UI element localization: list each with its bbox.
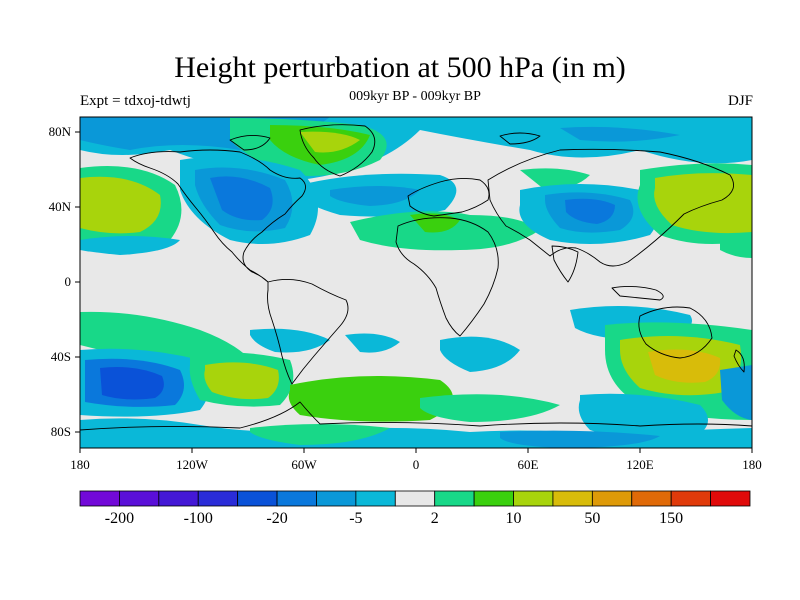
x-tick-label: 0: [413, 457, 420, 472]
y-axis-labels: 80N 40N 0 40S 80S: [49, 124, 72, 439]
contour-fill: [500, 430, 660, 448]
contour-fill: [300, 131, 360, 153]
contour-fill: [648, 349, 721, 383]
contour-fills: [80, 117, 752, 448]
colorbar-label: 150: [659, 510, 683, 527]
contour-fill: [560, 126, 680, 142]
contour-fill: [100, 367, 164, 400]
x-tick-label: 60W: [291, 457, 317, 472]
colorbar-labels: -200 -100 -20 -5 2 10 50 150: [105, 510, 683, 527]
coastlines: [80, 124, 752, 431]
colorbar-label: -200: [105, 510, 134, 527]
colorbar-swatch: [79, 490, 120, 507]
y-tick-label: 40N: [49, 199, 72, 214]
x-tick-label: 60E: [518, 457, 539, 472]
contour-fill: [578, 393, 708, 442]
colorbar-swatch: [710, 490, 751, 507]
y-tick-label: 0: [65, 274, 72, 289]
contour-fill: [250, 328, 330, 353]
coastline-arctic-islands: [499, 132, 541, 145]
x-tick-label: 180: [742, 457, 762, 472]
colorbar-swatch: [316, 490, 357, 507]
map-panel: [80, 117, 752, 448]
colorbar-label: -5: [349, 510, 362, 527]
contour-fill: [210, 176, 273, 221]
contour-fill: [204, 362, 279, 400]
coastline-europe: [407, 177, 490, 217]
colorbar-swatch: [276, 490, 317, 507]
season-label: DJF: [727, 93, 753, 109]
axis-ticks: [75, 131, 753, 453]
contour-fill: [420, 394, 560, 422]
contour-fill: [720, 365, 752, 420]
map-subtitle: 009kyr BP - 009kyr BP: [349, 89, 481, 104]
contour-fill: [330, 186, 420, 206]
coastline-antarctica: [80, 401, 752, 431]
colorbar-swatch: [473, 490, 514, 507]
colorbar-swatch: [591, 490, 633, 507]
coastline-australia: [638, 306, 713, 359]
x-axis-labels: 180 120W 60W 0 60E 120E 180: [70, 457, 762, 472]
colorbar-label: 10: [506, 510, 522, 527]
contour-fill: [500, 118, 752, 137]
contour-fill: [440, 336, 520, 372]
contour-fill: [80, 236, 180, 255]
colorbar-swatch: [237, 490, 278, 507]
contour-fill: [565, 198, 615, 224]
colorbar-label: 2: [431, 510, 439, 527]
colorbar-swatch: [355, 490, 396, 507]
coastline-indonesia: [611, 285, 664, 301]
colorbar-swatch: [394, 490, 436, 507]
coastline-south-america: [267, 279, 349, 385]
contour-fill: [654, 173, 752, 234]
x-tick-label: 180: [70, 457, 90, 472]
coastline-india: [551, 245, 579, 283]
contour-fill: [345, 333, 400, 353]
colorbar-label: -100: [184, 510, 213, 527]
x-tick-label: 120W: [176, 457, 209, 472]
experiment-label: Expt = tdxoj-tdwtj: [80, 93, 191, 109]
contour-fill: [250, 424, 390, 445]
y-tick-label: 80N: [49, 124, 72, 139]
colorbar-swatch: [197, 490, 239, 507]
colorbar-swatch: [670, 490, 711, 507]
coastline-north-america: [129, 149, 306, 283]
contour-fill: [288, 376, 453, 422]
map-title: Height perturbation at 500 hPa (in m): [174, 51, 626, 84]
colorbar-swatch: [158, 490, 199, 507]
coastline-new-zealand: [733, 349, 745, 373]
contour-fill: [80, 176, 161, 234]
colorbar-swatch: [552, 490, 593, 507]
coastline-greenland: [299, 124, 376, 177]
contour-fill: [720, 238, 752, 258]
coastline-asia: [487, 148, 735, 267]
y-tick-label: 40S: [51, 349, 71, 364]
coastline-arctic-islands: [229, 135, 271, 151]
x-tick-label: 120E: [626, 457, 654, 472]
colorbar-swatch: [434, 490, 475, 507]
colorbar-swatch: [631, 490, 672, 507]
colorbar: [79, 490, 751, 507]
y-tick-label: 80S: [51, 424, 71, 439]
colorbar-swatch: [119, 490, 160, 507]
colorbar-label: 50: [584, 510, 600, 527]
coastline-africa: [395, 217, 499, 337]
colorbar-label: -20: [266, 510, 287, 527]
colorbar-swatch: [513, 490, 554, 507]
